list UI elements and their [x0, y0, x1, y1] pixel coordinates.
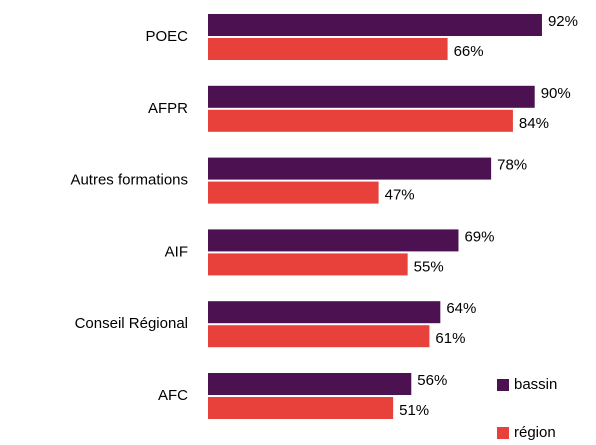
bar [208, 14, 542, 36]
legend-swatch [497, 379, 509, 391]
bar [208, 253, 408, 276]
bar [208, 157, 492, 180]
bar [208, 301, 441, 324]
value-label: 55% [414, 258, 444, 275]
bar [208, 325, 430, 348]
bar [208, 85, 535, 108]
bar [208, 109, 513, 132]
value-label: 90% [541, 85, 571, 102]
category-label: Conseil Régional [75, 315, 188, 332]
value-label: 47% [385, 187, 415, 204]
value-label: 78% [497, 157, 527, 174]
bar [208, 373, 412, 395]
category-label: POEC [145, 28, 188, 45]
value-label: 66% [454, 43, 484, 60]
legend-label: région [514, 424, 556, 441]
value-label: 51% [399, 402, 429, 419]
value-label: 69% [464, 228, 494, 245]
bar [208, 229, 459, 252]
category-label: Autres formations [70, 172, 188, 189]
bar [208, 397, 394, 419]
value-label: 56% [417, 372, 447, 389]
bar [208, 181, 379, 204]
category-label: AFPR [148, 100, 188, 117]
legend-swatch [497, 427, 509, 439]
bar [208, 38, 448, 60]
category-label: AIF [165, 243, 188, 260]
value-label: 84% [519, 115, 549, 132]
legend-label: bassin [514, 376, 557, 393]
value-label: 64% [446, 300, 476, 317]
value-label: 61% [435, 330, 465, 347]
category-label: AFC [158, 387, 188, 404]
value-label: 92% [548, 13, 578, 30]
